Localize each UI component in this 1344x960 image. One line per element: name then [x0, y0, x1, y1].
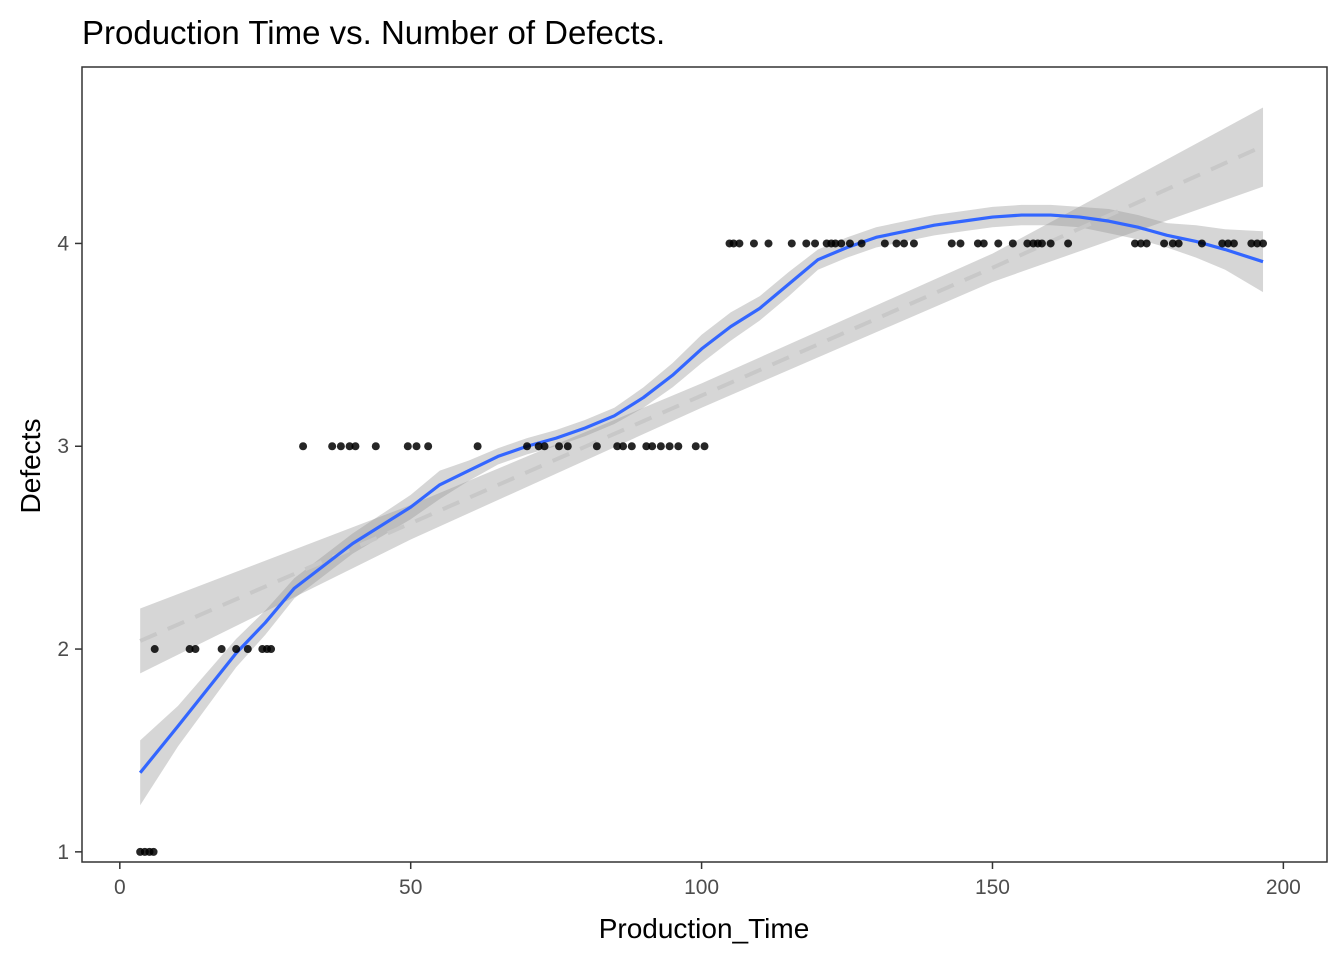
data-point: [811, 239, 820, 248]
data-point: [371, 442, 380, 451]
data-point: [880, 239, 889, 248]
data-point: [424, 442, 433, 451]
data-point: [973, 239, 982, 248]
data-point: [1023, 239, 1032, 248]
data-point: [534, 442, 543, 451]
data-point: [845, 239, 854, 248]
data-point: [956, 239, 965, 248]
y-tick-label: 4: [57, 232, 69, 255]
y-tick-label: 2: [57, 638, 69, 661]
y-tick-label: 1: [57, 841, 69, 864]
data-point: [232, 645, 241, 654]
data-point: [1224, 239, 1233, 248]
x-tick-label: 150: [975, 876, 1010, 899]
data-point: [1259, 239, 1268, 248]
data-point: [351, 442, 360, 451]
linear-confidence-ribbon: [140, 107, 1264, 674]
data-point: [909, 239, 918, 248]
data-point: [674, 442, 683, 451]
data-point: [1247, 239, 1256, 248]
data-point: [1064, 239, 1073, 248]
data-point: [837, 239, 846, 248]
data-point: [243, 645, 252, 654]
data-point: [149, 847, 158, 856]
data-point: [735, 239, 744, 248]
trend-lines: [138, 144, 1264, 774]
data-point: [665, 442, 674, 451]
data-point: [1136, 239, 1145, 248]
confidence-ribbons: [140, 107, 1264, 806]
data-point: [691, 442, 700, 451]
data-point: [648, 442, 657, 451]
x-tick-label: 100: [684, 876, 719, 899]
data-point: [592, 442, 601, 451]
data-point: [729, 239, 738, 248]
data-point: [1131, 239, 1140, 248]
data-point: [802, 239, 811, 248]
data-point: [1046, 239, 1055, 248]
data-point: [764, 239, 773, 248]
y-tick-label: 3: [57, 435, 69, 458]
loess-fit-line: [138, 213, 1264, 774]
plot-panel: [82, 67, 1327, 862]
data-point: [336, 442, 345, 451]
x-axis-title: Production_Time: [599, 913, 810, 944]
data-point: [1197, 239, 1206, 248]
data-point: [563, 442, 572, 451]
data-point: [947, 239, 956, 248]
x-tick-label: 200: [1266, 876, 1301, 899]
data-point: [1037, 239, 1046, 248]
data-point: [892, 239, 901, 248]
data-point: [540, 442, 549, 451]
data-point: [979, 239, 988, 248]
panel-border: [81, 66, 1328, 863]
data-point: [523, 442, 532, 451]
y-axis-title: Defects: [15, 419, 46, 514]
data-point: [642, 442, 651, 451]
data-point: [267, 645, 276, 654]
data-points: [136, 239, 1268, 856]
data-point: [191, 645, 200, 654]
data-point: [900, 239, 909, 248]
data-point: [700, 442, 709, 451]
data-point: [831, 239, 840, 248]
data-point: [150, 645, 159, 654]
data-point: [1168, 239, 1177, 248]
data-point: [345, 442, 354, 451]
data-point: [994, 239, 1003, 248]
chart-title: Production Time vs. Number of Defects.: [82, 14, 665, 51]
data-point: [555, 442, 564, 451]
data-point: [787, 239, 796, 248]
linear-fit-line: [139, 144, 1264, 643]
data-point: [403, 442, 412, 451]
data-point: [1218, 239, 1227, 248]
data-point: [613, 442, 622, 451]
data-point: [328, 442, 337, 451]
data-point: [1253, 239, 1262, 248]
data-point: [1160, 239, 1169, 248]
data-point: [627, 442, 636, 451]
y-axis: 1 2 3 4: [57, 232, 82, 864]
data-point: [1008, 239, 1017, 248]
data-point: [1229, 239, 1238, 248]
data-point: [412, 442, 421, 451]
x-tick-label: 50: [399, 876, 422, 899]
data-point: [857, 239, 866, 248]
x-tick-label: 0: [114, 876, 126, 899]
data-point: [619, 442, 628, 451]
data-point: [749, 239, 758, 248]
x-axis: 0 50 100 150 200: [114, 862, 1301, 899]
data-point: [185, 645, 194, 654]
data-point: [1174, 239, 1183, 248]
data-point: [473, 442, 482, 451]
data-point: [217, 645, 226, 654]
data-point: [656, 442, 665, 451]
data-point: [1142, 239, 1151, 248]
data-point: [299, 442, 308, 451]
